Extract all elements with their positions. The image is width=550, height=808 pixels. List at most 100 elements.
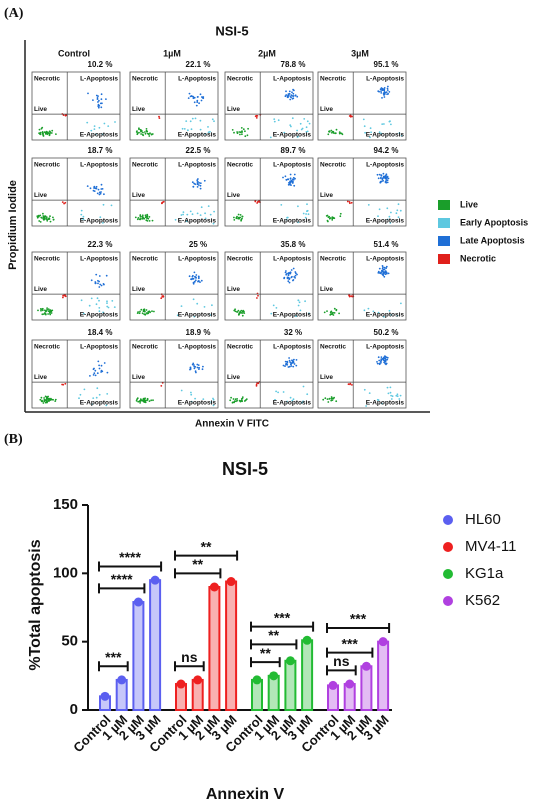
quadrant-label: E-Apoptosis: [178, 218, 217, 225]
percent-label: 95.1 %: [374, 60, 399, 69]
event-dot: [111, 300, 114, 302]
event-dot: [292, 398, 295, 401]
bar: [251, 678, 263, 712]
event-dot: [386, 356, 389, 359]
event-dot: [113, 306, 116, 308]
event-dot: [289, 272, 292, 275]
event-dot: [100, 93, 103, 96]
event-dot: [105, 98, 107, 100]
event-dot: [196, 366, 199, 369]
legend-swatch: [438, 200, 450, 210]
event-dot: [386, 386, 389, 389]
event-dot: [140, 133, 143, 135]
event-dot: [386, 89, 389, 91]
event-dot: [100, 98, 103, 101]
event-dot: [376, 361, 378, 363]
y-tick-label: 50: [61, 633, 78, 650]
event-dot: [153, 310, 155, 313]
event-dot: [38, 128, 41, 131]
event-dot: [232, 398, 235, 400]
event-dot: [82, 218, 85, 221]
event-dot: [212, 397, 214, 400]
event-dot: [190, 391, 192, 394]
event-dot: [42, 133, 44, 136]
event-dot: [229, 399, 232, 402]
event-dot: [176, 314, 179, 317]
event-dot: [387, 85, 389, 88]
event-dot: [50, 132, 53, 134]
legend-label: MV4-11: [465, 538, 516, 555]
event-dot: [380, 361, 382, 364]
event-dot: [63, 294, 65, 297]
event-dot: [194, 117, 197, 120]
event-dot: [195, 104, 198, 107]
event-dot: [385, 265, 388, 268]
event-dot: [97, 188, 100, 191]
event-dot: [288, 359, 291, 362]
event-dot: [96, 192, 99, 195]
event-dot: [148, 135, 151, 137]
event-dot: [390, 314, 393, 316]
event-dot: [45, 218, 48, 220]
event-dot: [136, 132, 139, 135]
event-dot: [201, 368, 204, 371]
event-dot: [390, 394, 392, 397]
legend-label: HL60: [465, 511, 501, 528]
event-dot: [191, 117, 194, 120]
event-dot: [286, 400, 288, 403]
event-dot: [55, 133, 57, 136]
event-dot: [190, 393, 193, 396]
event-dot: [378, 272, 381, 274]
event-dot: [400, 134, 403, 137]
event-dot: [103, 362, 106, 364]
event-dot: [42, 212, 44, 215]
quadrant-label: E-Apoptosis: [273, 218, 312, 225]
percent-label: 22.5 %: [186, 146, 211, 155]
event-dot: [363, 388, 366, 391]
event-dot: [377, 215, 379, 218]
event-dot: [192, 97, 195, 100]
event-dot: [139, 128, 142, 131]
event-dot: [389, 391, 392, 394]
event-dot: [209, 314, 212, 316]
event-dot: [385, 363, 387, 366]
event-dot: [382, 179, 384, 182]
event-dot: [103, 283, 105, 286]
event-dot: [283, 277, 285, 280]
quadrant-label: Necrotic: [132, 162, 158, 169]
event-dot: [395, 212, 398, 215]
event-dot: [195, 371, 197, 374]
significance-label: ***: [350, 611, 367, 627]
event-dot: [46, 396, 49, 399]
event-dot: [198, 368, 200, 370]
event-dot: [212, 404, 215, 407]
event-dot: [291, 117, 294, 120]
significance-label: **: [201, 538, 212, 554]
event-dot: [185, 120, 188, 122]
event-dot: [146, 217, 148, 220]
event-dot: [239, 133, 241, 136]
bar: [284, 659, 297, 711]
event-dot: [305, 131, 308, 133]
event-dot: [378, 359, 381, 362]
event-dot: [328, 217, 331, 220]
data-point: [302, 635, 312, 645]
event-dot: [146, 399, 149, 402]
event-dot: [290, 365, 293, 367]
event-dot: [195, 274, 198, 276]
percent-label: 22.1 %: [186, 60, 211, 69]
event-dot: [107, 125, 110, 127]
event-dot: [256, 297, 258, 299]
event-dot: [79, 393, 82, 396]
data-point: [285, 656, 295, 666]
event-dot: [94, 369, 97, 372]
event-dot: [98, 126, 101, 129]
quadrant-label: Necrotic: [320, 162, 346, 169]
event-dot: [289, 361, 292, 364]
event-dot: [52, 218, 55, 221]
bar: [301, 639, 314, 711]
event-dot: [194, 366, 197, 368]
event-dot: [148, 220, 151, 222]
event-dot: [235, 217, 238, 219]
event-dot: [341, 133, 344, 136]
